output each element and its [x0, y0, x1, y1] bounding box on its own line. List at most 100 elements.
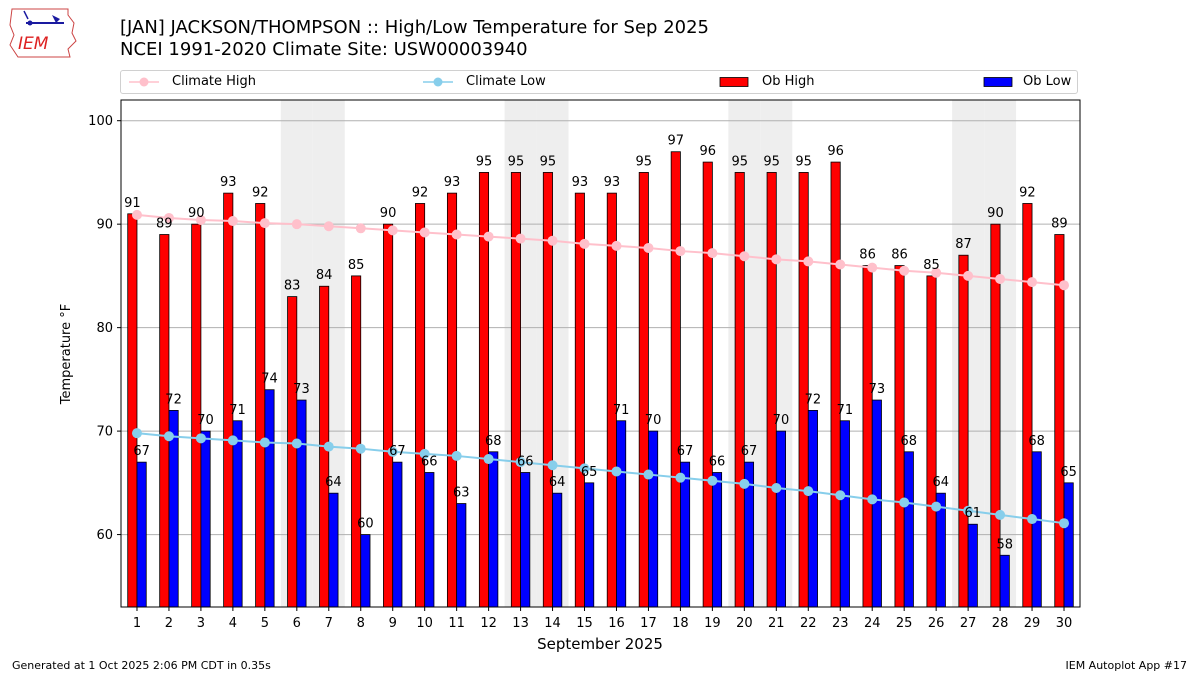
ob-high-label: 95 [476, 154, 493, 169]
ob-high-bar [574, 192, 585, 608]
climate-low-marker-icon [423, 77, 453, 86]
legend-ob-low: Ob Low [983, 74, 1071, 89]
ob-low-label: 67 [741, 444, 758, 459]
ob-high-bar [159, 234, 170, 608]
ob-high-bar [415, 203, 426, 608]
x-tick-label: 13 [512, 616, 529, 631]
ob-low-label: 67 [389, 444, 406, 459]
ob-low-label: 65 [1060, 465, 1077, 480]
x-tick-label: 27 [960, 616, 977, 631]
ob-high-label: 95 [636, 154, 653, 169]
ob-low-label: 61 [964, 506, 981, 521]
weekend-band [952, 100, 985, 607]
x-tick-label: 6 [293, 616, 301, 631]
ob-high-label: 83 [284, 279, 301, 294]
ob-low-bar [168, 410, 179, 608]
y-tick-label: 100 [88, 114, 113, 129]
plot-frame [120, 99, 1081, 608]
ob-low-bar [1063, 482, 1074, 608]
ob-high-label: 92 [252, 185, 269, 200]
ob-high-bar [319, 285, 330, 608]
climate-low-point [451, 450, 462, 461]
climate-high-point [963, 270, 974, 281]
climate-low-point [1059, 518, 1070, 529]
ob-low-label: 68 [485, 434, 502, 449]
y-axis-label: Temperature °F [59, 304, 74, 405]
ob-high-label: 87 [955, 237, 972, 252]
y-tick-label: 70 [96, 425, 113, 440]
ob-high-bar [734, 172, 745, 608]
climate-low-point [931, 501, 942, 512]
climate-low-point [323, 441, 334, 452]
ob-low-label: 66 [421, 454, 438, 469]
legend: Climate High Climate Low Ob High Ob Low [120, 70, 1078, 94]
climate-high-point [931, 267, 942, 278]
x-tick-label: 28 [992, 616, 1009, 631]
ob-low-bar [871, 399, 882, 608]
climate-low-point [643, 469, 654, 480]
ob-high-label: 85 [348, 258, 365, 273]
ob-high-bar [446, 192, 458, 608]
climate-low-point [195, 433, 206, 444]
climate-high-point [355, 223, 366, 234]
climate-low-point [483, 454, 494, 465]
ob-low-label: 71 [229, 403, 246, 418]
climate-low-point [131, 428, 142, 439]
legend-ob-high: Ob High [719, 74, 815, 89]
ob-high-bar [862, 265, 873, 608]
legend-label: Climate High [172, 74, 257, 89]
climate-high-point [195, 215, 206, 226]
ob-low-bar [935, 492, 946, 608]
ob-low-label: 58 [996, 537, 1013, 552]
x-tick-label: 21 [768, 616, 785, 631]
x-tick-label: 26 [928, 616, 945, 631]
climate-low-point [963, 505, 974, 516]
ob-low-label: 70 [197, 413, 214, 428]
climate-high-marker-icon [129, 77, 159, 86]
x-tick-label: 25 [896, 616, 913, 631]
climate-low-point [227, 435, 238, 446]
x-tick-label: 16 [608, 616, 625, 631]
ob-high-bar [766, 172, 777, 608]
x-tick-label: 3 [197, 616, 205, 631]
ob-high-bar [478, 172, 490, 608]
x-tick-label: 19 [704, 616, 721, 631]
climate-high-point [515, 233, 526, 244]
climate-low-point [355, 443, 366, 454]
climate-low-point [515, 457, 526, 468]
climate-low-line [136, 432, 1065, 525]
ob-high-bar [542, 172, 553, 608]
ob-low-label: 66 [709, 454, 726, 469]
x-tick-label: 5 [261, 616, 269, 631]
ob-high-bar [670, 151, 681, 608]
x-tick-label: 2 [165, 616, 173, 631]
climate-low-point [579, 463, 590, 474]
x-tick-label: 18 [672, 616, 689, 631]
x-tick-label: 15 [576, 616, 593, 631]
ob-high-label: 91 [124, 196, 141, 211]
weekend-band [504, 100, 537, 607]
climate-low-point [899, 497, 910, 508]
climate-low-point [771, 483, 782, 494]
ob-high-label: 93 [220, 175, 237, 190]
climate-high-point [387, 225, 398, 236]
app-note: IEM Autoplot App #17 [1065, 659, 1188, 672]
ob-high-label: 86 [859, 248, 876, 263]
climate-low-point [707, 475, 718, 486]
climate-high-point [259, 218, 270, 229]
ob-high-bar [1054, 234, 1065, 608]
x-axis: 1 2 3 4 5 6 7 8 9 10 11 12 13 14 15 16 17 18 19 20 21 22 23 24 2… [133, 607, 1072, 631]
ob-high-label: 85 [923, 258, 940, 273]
bars [127, 151, 1074, 608]
weekend-band [984, 100, 1017, 607]
climate-low-point [259, 437, 270, 448]
ob-low-label: 63 [453, 486, 470, 501]
ob-low-label: 66 [517, 454, 534, 469]
ob-high-bar [798, 172, 809, 608]
ob-low-label: 67 [677, 444, 694, 459]
ob-low-label: 73 [293, 382, 310, 397]
ob-low-bar [200, 430, 211, 608]
ob-low-bar [136, 461, 147, 608]
grid-lines [121, 120, 1080, 536]
